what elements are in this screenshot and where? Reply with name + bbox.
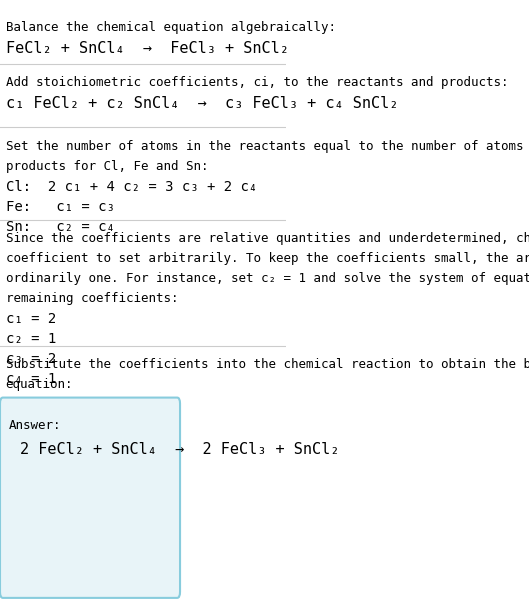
Text: Answer:: Answer: bbox=[8, 419, 61, 432]
Text: Sn:   c₂ = c₄: Sn: c₂ = c₄ bbox=[6, 220, 115, 234]
Text: c₂ = 1: c₂ = 1 bbox=[6, 332, 56, 346]
Text: ordinarily one. For instance, set c₂ = 1 and solve the system of equations for t: ordinarily one. For instance, set c₂ = 1… bbox=[6, 272, 529, 285]
Text: Fe:   c₁ = c₃: Fe: c₁ = c₃ bbox=[6, 200, 115, 214]
FancyBboxPatch shape bbox=[0, 398, 180, 598]
Text: Add stoichiometric coefficients, ci, to the reactants and products:: Add stoichiometric coefficients, ci, to … bbox=[6, 76, 508, 89]
Text: c₁ = 2: c₁ = 2 bbox=[6, 312, 56, 326]
Text: Cl:  2 c₁ + 4 c₂ = 3 c₃ + 2 c₄: Cl: 2 c₁ + 4 c₂ = 3 c₃ + 2 c₄ bbox=[6, 180, 257, 194]
Text: Set the number of atoms in the reactants equal to the number of atoms in the: Set the number of atoms in the reactants… bbox=[6, 140, 529, 152]
Text: equation:: equation: bbox=[6, 378, 73, 391]
Text: Since the coefficients are relative quantities and underdetermined, choose a: Since the coefficients are relative quan… bbox=[6, 232, 529, 245]
Text: products for Cl, Fe and Sn:: products for Cl, Fe and Sn: bbox=[6, 160, 208, 172]
Text: c₄ = 1: c₄ = 1 bbox=[6, 372, 56, 386]
Text: Balance the chemical equation algebraically:: Balance the chemical equation algebraica… bbox=[6, 21, 336, 34]
Text: c₁ FeCl₂ + c₂ SnCl₄  →  c₃ FeCl₃ + c₄ SnCl₂: c₁ FeCl₂ + c₂ SnCl₄ → c₃ FeCl₃ + c₄ SnCl… bbox=[6, 96, 398, 111]
Text: 2 FeCl₂ + SnCl₄  →  2 FeCl₃ + SnCl₂: 2 FeCl₂ + SnCl₄ → 2 FeCl₃ + SnCl₂ bbox=[20, 442, 340, 457]
Text: coefficient to set arbitrarily. To keep the coefficients small, the arbitrary va: coefficient to set arbitrarily. To keep … bbox=[6, 252, 529, 265]
Text: Substitute the coefficients into the chemical reaction to obtain the balanced: Substitute the coefficients into the che… bbox=[6, 358, 529, 371]
Text: remaining coefficients:: remaining coefficients: bbox=[6, 292, 178, 305]
Text: FeCl₂ + SnCl₄  →  FeCl₃ + SnCl₂: FeCl₂ + SnCl₄ → FeCl₃ + SnCl₂ bbox=[6, 41, 289, 56]
Text: c₃ = 2: c₃ = 2 bbox=[6, 352, 56, 366]
